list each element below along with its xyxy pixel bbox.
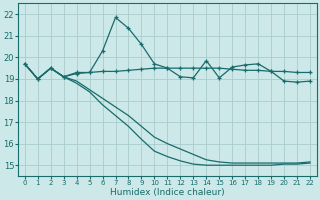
X-axis label: Humidex (Indice chaleur): Humidex (Indice chaleur) <box>110 188 225 197</box>
